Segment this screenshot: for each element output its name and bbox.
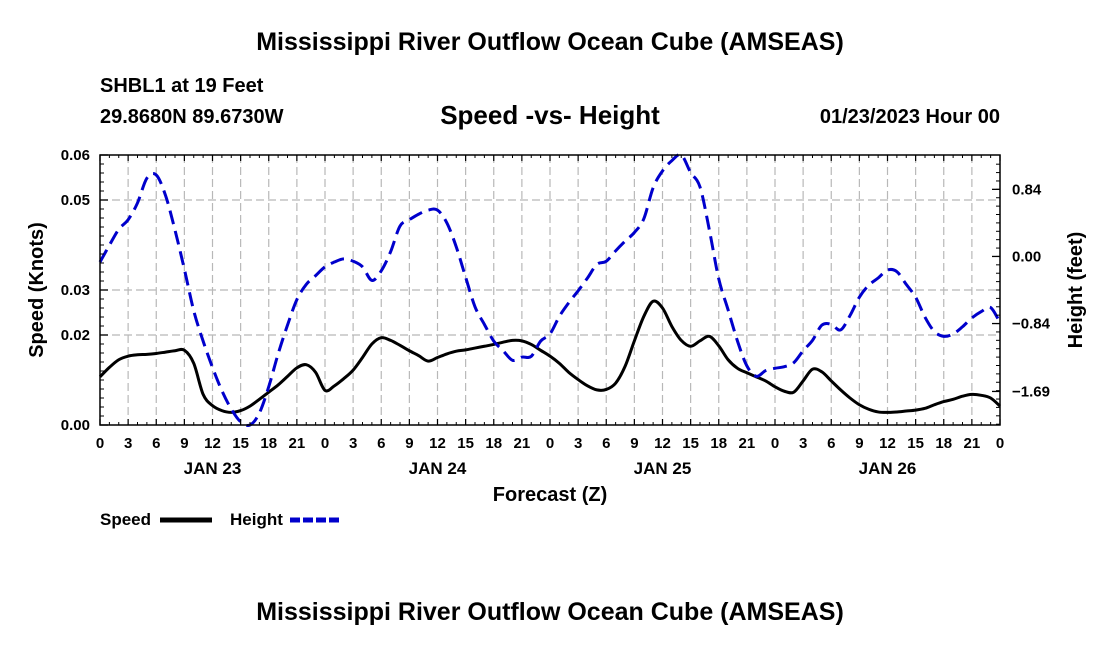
x-tick-label: 6 xyxy=(152,435,160,452)
x-tick-label: 6 xyxy=(827,435,835,452)
x-tick-label: 9 xyxy=(405,435,413,452)
x-tick-label: 18 xyxy=(260,435,277,452)
x-tick-label: 21 xyxy=(739,435,756,452)
x-tick-label: 0 xyxy=(321,435,329,452)
legend-label-height: Height xyxy=(230,510,283,529)
x-tick-label: 3 xyxy=(799,435,807,452)
y-tick-label: 0.05 xyxy=(61,192,90,209)
legend-label-speed: Speed xyxy=(100,510,151,529)
x-tick-label: 15 xyxy=(907,435,924,452)
x-tick-label: 18 xyxy=(710,435,727,452)
y2-tick-label: 0.00 xyxy=(1012,248,1041,265)
x-tick-label: 6 xyxy=(602,435,610,452)
station-coords: 29.8680N 89.6730W xyxy=(100,106,284,128)
y2-tick-label: −0.84 xyxy=(1012,316,1051,333)
station-name: SHBL1 at 19 Feet xyxy=(100,75,264,97)
x-tick-label: 15 xyxy=(682,435,699,452)
y-tick-label: 0.06 xyxy=(61,147,90,164)
x-axis-label: Forecast (Z) xyxy=(493,484,607,506)
y2-axis-label: Height (feet) xyxy=(1065,232,1087,349)
x-tick-label: 12 xyxy=(429,435,446,452)
footer-title: Mississippi River Outflow Ocean Cube (AM… xyxy=(256,598,844,626)
x-tick-label: 21 xyxy=(514,435,531,452)
x-tick-label: 9 xyxy=(180,435,188,452)
x-day-label: JAN 24 xyxy=(409,459,467,478)
series-line-speed xyxy=(98,299,1002,414)
legend: Speed Height xyxy=(100,510,342,529)
x-tick-label: 18 xyxy=(935,435,952,452)
x-tick-label: 0 xyxy=(96,435,104,452)
x-tick-label: 6 xyxy=(377,435,385,452)
x-tick-label: 9 xyxy=(630,435,638,452)
forecast-datetime: 01/23/2023 Hour 00 xyxy=(819,106,1000,128)
page-title: Mississippi River Outflow Ocean Cube (AM… xyxy=(256,28,844,56)
x-tick-label: 0 xyxy=(996,435,1004,452)
y2-tick-label: −1.69 xyxy=(1012,383,1050,400)
x-day-label: JAN 26 xyxy=(859,459,917,478)
x-tick-label: 3 xyxy=(124,435,132,452)
x-tick-label: 9 xyxy=(855,435,863,452)
x-tick-label: 15 xyxy=(457,435,474,452)
chart-title: Speed -vs- Height xyxy=(440,100,660,130)
axis-labels: 0 3 6 9 12 15 18 21 0 3 6 9 12 15 18 21 0 3 6 9 12 15 18 21 0 3 6 9… xyxy=(26,147,1087,506)
x-tick-label: 12 xyxy=(879,435,896,452)
x-day-label: JAN 25 xyxy=(634,459,692,478)
x-tick-label: 12 xyxy=(204,435,221,452)
x-tick-label: 0 xyxy=(546,435,554,452)
y-axis-label: Speed (Knots) xyxy=(26,222,48,358)
x-tick-label: 12 xyxy=(654,435,671,452)
x-tick-label: 15 xyxy=(232,435,249,452)
y-tick-label: 0.00 xyxy=(61,417,90,434)
y-tick-label: 0.02 xyxy=(61,327,90,344)
y2-tick-label: 0.84 xyxy=(1012,181,1042,198)
x-tick-label: 18 xyxy=(485,435,502,452)
y-tick-label: 0.03 xyxy=(61,282,90,299)
x-tick-label: 21 xyxy=(964,435,981,452)
x-tick-label: 0 xyxy=(771,435,779,452)
x-tick-label: 3 xyxy=(349,435,357,452)
x-tick-label: 3 xyxy=(574,435,582,452)
x-tick-label: 21 xyxy=(289,435,306,452)
x-day-label: JAN 23 xyxy=(184,459,242,478)
axis-ticks xyxy=(99,154,1001,426)
